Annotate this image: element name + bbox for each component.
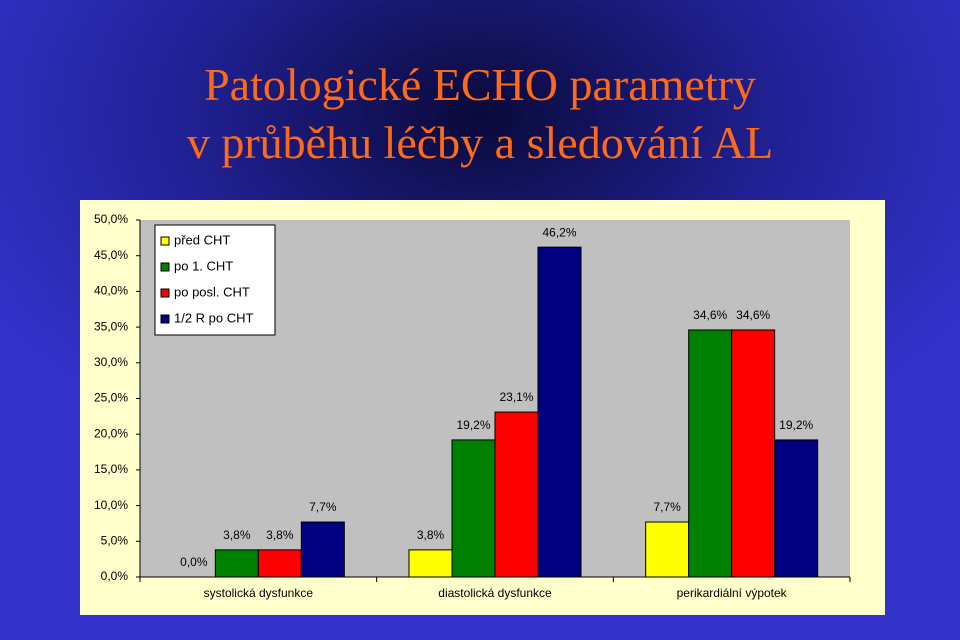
bar <box>688 329 733 578</box>
bar <box>451 439 496 578</box>
y-tick-label: 5,0% <box>101 533 129 547</box>
bar <box>257 549 302 578</box>
y-tick-label: 25,0% <box>94 391 128 405</box>
title-line: Patologické ECHO parametry <box>204 59 756 110</box>
bar <box>494 411 539 578</box>
value-label: 7,7% <box>653 500 681 514</box>
title-line: v průběhu léčby a sledování AL <box>187 117 773 168</box>
y-tick-label: 35,0% <box>94 319 128 333</box>
value-label: 23,1% <box>499 390 533 404</box>
legend-swatch <box>160 262 170 272</box>
value-label: 19,2% <box>456 418 490 432</box>
value-label: 0,0% <box>180 555 208 569</box>
y-tick-label: 30,0% <box>94 355 128 369</box>
value-label: 34,6% <box>693 308 727 322</box>
value-label: 3,8% <box>417 528 445 542</box>
bar <box>300 521 345 578</box>
x-tick-label: diastolická dysfunkce <box>438 586 552 600</box>
y-tick-label: 15,0% <box>94 462 128 476</box>
bar <box>537 246 582 578</box>
value-label: 3,8% <box>223 528 251 542</box>
value-label: 34,6% <box>736 308 770 322</box>
y-tick-label: 0,0% <box>101 569 129 583</box>
bar <box>645 521 690 578</box>
legend-swatch <box>160 288 170 298</box>
legend-label: po posl. CHT <box>174 284 250 299</box>
legend-box <box>154 224 276 336</box>
y-tick-label: 50,0% <box>94 212 128 226</box>
legend-label: 1/2 R po CHT <box>174 310 254 325</box>
bar <box>408 549 453 578</box>
x-tick-label: perikardiální výpotek <box>677 586 788 600</box>
value-label: 3,8% <box>266 528 294 542</box>
y-tick-label: 45,0% <box>94 248 128 262</box>
y-tick-label: 40,0% <box>94 284 128 298</box>
bar <box>774 439 819 578</box>
value-label: 19,2% <box>779 418 813 432</box>
legend-swatch <box>160 314 170 324</box>
x-tick-label: systolická dysfunkce <box>204 586 314 600</box>
value-label: 46,2% <box>542 225 576 239</box>
y-tick-label: 20,0% <box>94 426 128 440</box>
legend-swatch <box>160 236 170 246</box>
legend-label: před CHT <box>174 232 230 247</box>
bar <box>731 329 776 578</box>
value-label: 7,7% <box>309 500 337 514</box>
legend-label: po 1. CHT <box>174 258 233 273</box>
y-tick-label: 10,0% <box>94 498 128 512</box>
bar <box>214 549 259 578</box>
